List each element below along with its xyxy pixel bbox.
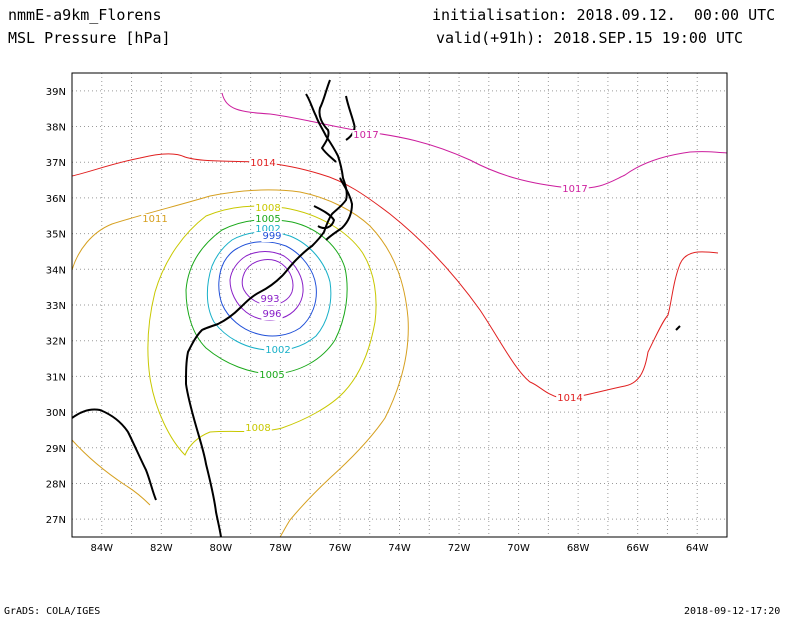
lat-tick-label: 34N [46,265,66,276]
outer-banks [325,177,353,241]
contour-label-bg [556,393,584,404]
coastline [72,79,681,537]
contour-label-bg [249,158,277,169]
model-title: nmmE-a9km_Florens [8,6,162,24]
lat-tick-label: 38N [46,123,66,134]
lat-tick-label: 28N [46,479,66,490]
contour-label: 1005 [255,214,280,225]
lon-tick-label: 74W [388,543,411,554]
contour-label: 1002 [255,224,280,235]
lat-tick-label: 29N [46,444,66,455]
lat-tick-label: 36N [46,194,66,205]
lat-lon-grid [72,73,728,537]
lat-tick-label: 30N [46,408,66,419]
footer-credit: GrADS: COLA/IGES [4,606,101,617]
lon-tick-label: 70W [507,543,530,554]
lon-tick-label: 68W [567,543,590,554]
contour-label-bg [352,130,380,141]
delmarva [345,95,356,141]
isobar-1005 [185,219,348,375]
gulf-coast [72,408,157,501]
map-frame [71,72,728,538]
contour-label-bg [254,214,282,225]
contour-labels: 1017101710141014101110081008100510051002… [141,130,589,434]
lat-tick-label: 37N [46,158,66,169]
chesapeake-shore [318,79,337,163]
contour-label: 1014 [557,393,582,404]
lat-tick-label: 27N [46,515,66,526]
contour-label-bg [254,203,282,214]
valid-time: valid(+91h): 2018.SEP.15 19:00 UTC [436,29,744,47]
contour-label: 993 [260,294,279,305]
lon-tick-label: 66W [626,543,649,554]
isobar-993 [241,259,294,306]
contour-label-bg [261,231,283,242]
lon-tick-label: 82W [150,543,173,554]
isobar-1011 [72,189,409,537]
isobar-1011-south [72,439,151,506]
footer-timestamp: 2018-09-12-17:20 [684,606,781,617]
lat-tick-label: 32N [46,337,66,348]
contour-label: 1017 [562,184,587,195]
lon-tick-label: 64W [686,543,709,554]
lon-axis-labels: 84W 82W 80W 78W 76W 74W 72W 70W 68W 66W 64W [90,543,708,554]
lat-axis-labels: 39N 38N 37N 36N 35N 34N 33N 32N 31N 30N 29N 28N 27N [46,87,66,526]
lat-tick-label: 33N [46,301,66,312]
isobar-1008 [147,205,377,456]
contour-label: 999 [262,231,281,242]
contour-label: 1002 [265,345,290,356]
contour-label: 1008 [245,423,270,434]
lon-tick-label: 76W [329,543,352,554]
contour-label-bg [261,309,283,320]
lat-tick-label: 35N [46,230,66,241]
contour-label: 1005 [259,370,284,381]
lon-tick-label: 72W [448,543,471,554]
contour-label: 1017 [353,130,378,141]
init-time: initialisation: 2018.09.12. 00:00 UTC [432,6,776,24]
sound-outline [313,205,335,229]
contour-label: 1014 [250,158,275,169]
contour-label-bg [258,370,286,381]
isobar-1002 [206,231,332,351]
contour-label: 1008 [255,203,280,214]
isobars [72,92,727,537]
us-east-coast [185,93,348,537]
contour-label-bg [141,214,169,225]
contour-label-bg [259,294,281,305]
island-bermuda [675,325,681,331]
contour-label-bg [561,184,589,195]
lon-tick-label: 84W [90,543,113,554]
contour-label-bg [254,224,282,235]
isobar-1014-north [72,153,719,399]
isobar-1017 [221,92,727,189]
lat-tick-label: 31N [46,372,66,383]
contour-label: 996 [262,309,281,320]
contour-label-bg [244,423,272,434]
field-title: MSL Pressure [hPa] [8,29,171,47]
lon-tick-label: 78W [269,543,292,554]
lon-tick-label: 80W [210,543,233,554]
contour-label-bg [264,345,292,356]
isobar-999 [218,241,317,337]
lat-tick-label: 39N [46,87,66,98]
contour-label: 1011 [142,214,167,225]
